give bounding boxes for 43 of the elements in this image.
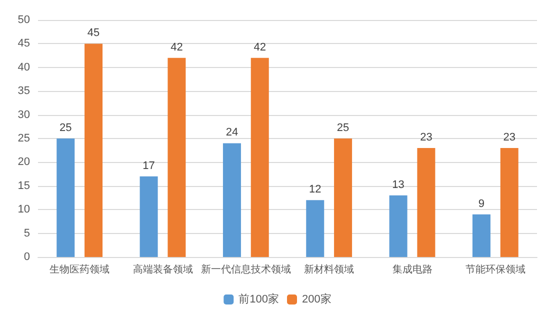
bar [389, 195, 408, 257]
bar [306, 200, 324, 257]
y-tick-label: 50 [18, 14, 30, 26]
data-label: 23 [503, 131, 516, 144]
data-label: 12 [309, 184, 322, 196]
legend-label: 前100家 [238, 292, 280, 306]
data-label: 24 [226, 126, 238, 139]
bar [417, 148, 436, 257]
y-tick-label: 35 [18, 85, 30, 98]
y-tick-label: 30 [18, 108, 30, 121]
x-tick-label: 生物医药领域 [50, 264, 110, 276]
data-label: 23 [420, 131, 432, 144]
legend-label: 200家 [302, 292, 332, 306]
bar [222, 143, 241, 257]
x-tick-label: 集成电路 [392, 264, 432, 276]
x-tick-label: 新材料领域 [304, 264, 354, 276]
data-label: 9 [478, 198, 485, 210]
bar [500, 148, 518, 257]
y-tick-label: 5 [24, 227, 30, 240]
bar [168, 58, 186, 257]
data-label: 17 [142, 160, 155, 172]
bar [250, 58, 269, 257]
data-label: 42 [170, 41, 183, 54]
y-tick-label: 40 [18, 61, 30, 74]
bar [140, 176, 158, 257]
data-label: 13 [392, 178, 404, 191]
data-label: 25 [336, 122, 350, 134]
y-tick-label: 10 [18, 204, 30, 216]
bar [56, 138, 75, 257]
x-tick-label: 节能环保领域 [465, 264, 526, 276]
y-tick-label: 45 [18, 38, 30, 50]
x-tick-label: 高端装备领域 [132, 264, 193, 276]
data-label: 42 [254, 41, 266, 54]
x-tick-label: 新一代信息技术领域 [200, 264, 291, 276]
data-label: 25 [60, 122, 72, 134]
bar [84, 44, 103, 257]
y-tick-label: 20 [18, 156, 30, 168]
y-tick-label: 15 [18, 180, 30, 192]
bar [334, 138, 352, 257]
y-tick-label: 25 [18, 132, 30, 144]
bar [472, 214, 490, 257]
y-tick-label: 0 [24, 251, 30, 263]
data-label: 45 [87, 27, 100, 40]
